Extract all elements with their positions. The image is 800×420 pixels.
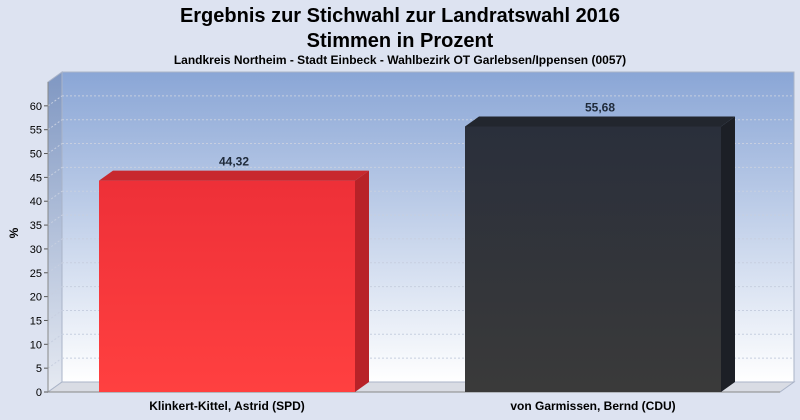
- y-tick-label: 15: [30, 315, 42, 327]
- y-tick-label: 35: [30, 220, 42, 232]
- y-tick-label: 45: [30, 172, 42, 184]
- grid-line-side: [47, 119, 63, 131]
- data-label: 55,68: [585, 100, 615, 114]
- y-tick-label: 20: [30, 292, 42, 304]
- y-tick-label: 30: [30, 244, 42, 256]
- bar: [465, 126, 721, 393]
- chart-title: Ergebnis zur Stichwahl zur Landratswahl …: [179, 5, 621, 27]
- grid-line-side: [47, 95, 63, 107]
- chart-title-line2: Stimmen in Prozent: [306, 30, 494, 52]
- grid-line-side: [47, 238, 63, 250]
- grid-line-side: [47, 166, 63, 178]
- y-tick-label: 10: [30, 339, 42, 351]
- bar-side: [355, 170, 369, 392]
- y-tick-label: 55: [30, 125, 42, 137]
- data-label: 44,32: [219, 155, 249, 169]
- bar-top: [465, 116, 735, 127]
- x-tick-label: Klinkert-Kittel, Astrid (SPD): [149, 399, 305, 413]
- bar: [99, 180, 355, 392]
- grid-line-side: [47, 286, 63, 298]
- y-tick-label: 50: [30, 149, 42, 161]
- x-tick-label: von Garmissen, Bernd (CDU): [510, 399, 675, 413]
- y-axis-label: %: [7, 227, 21, 239]
- bar-side: [721, 116, 735, 393]
- grid-line-side: [47, 143, 63, 154]
- grid-line-side: [47, 357, 63, 369]
- grid-line-side: [47, 190, 63, 202]
- y-tick-label: 0: [36, 387, 42, 399]
- bar-top: [99, 170, 369, 181]
- grid-line-side: [47, 310, 63, 321]
- y-tick-label: 5: [36, 363, 42, 375]
- y-tick-label: 40: [30, 196, 42, 208]
- grid-line-side: [47, 333, 63, 345]
- y-tick-label: 60: [30, 101, 42, 113]
- chart-subtitle: Landkreis Northeim - Stadt Einbeck - Wah…: [173, 53, 627, 67]
- plot-left-wall: [47, 71, 63, 393]
- y-tick-label: 25: [30, 268, 42, 280]
- grid-line-side: [47, 262, 63, 274]
- grid-line-side: [47, 214, 63, 226]
